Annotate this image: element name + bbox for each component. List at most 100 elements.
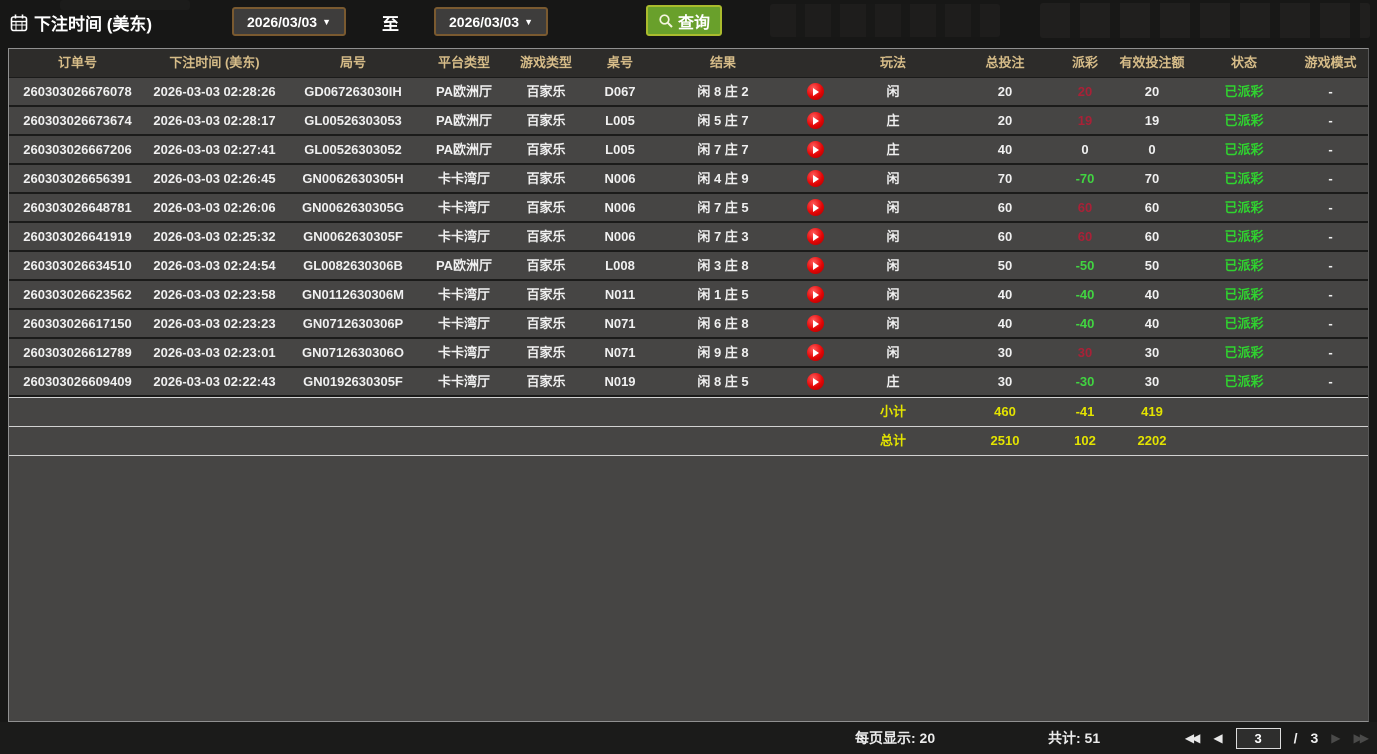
- search-icon: [659, 13, 673, 28]
- cell-total-bet: 40: [997, 287, 1013, 302]
- play-triangle-icon: [813, 261, 819, 270]
- table-row: 260303026617150 2026-03-03 02:23:23 GN07…: [9, 310, 1368, 339]
- cell-bet-time: 2026-03-03 02:28:26: [153, 84, 276, 99]
- prev-page-button[interactable]: ◀: [1213, 731, 1222, 745]
- cell-total-bet: 40: [997, 142, 1013, 157]
- replay-video-icon[interactable]: [806, 83, 824, 100]
- filter-bar: 下注时间 (美东) 2026/03/03 ▼ 至 2026/03/03 ▼ 查询: [0, 0, 1377, 46]
- cell-result: 闲 1 庄 5: [697, 287, 749, 302]
- cell-play: 闲: [886, 316, 900, 331]
- cell-bet-time: 2026-03-03 02:22:43: [153, 374, 276, 389]
- cell-platform: 卡卡湾厅: [437, 374, 490, 389]
- play-triangle-icon: [813, 348, 819, 357]
- date-from-select[interactable]: 2026/03/03 ▼: [232, 7, 346, 36]
- cell-table-no: N071: [604, 345, 636, 360]
- replay-video-icon[interactable]: [806, 112, 824, 129]
- cell-game-type: 百家乐: [526, 258, 566, 273]
- cell-replay: [793, 136, 837, 163]
- cell-order-id: 260303026673674: [23, 113, 132, 128]
- pager-controls: ◀◀ ◀ / 3 ▶ ▶▶: [1185, 722, 1369, 754]
- table-row: 260303026612789 2026-03-03 02:23:01 GN07…: [9, 339, 1368, 368]
- cell-table-no: L008: [605, 258, 635, 273]
- cell-bet-time: 2026-03-03 02:24:54: [153, 258, 276, 273]
- cell-status: 已派彩: [1224, 345, 1264, 360]
- cell-platform: 卡卡湾厅: [437, 171, 490, 186]
- records-table: 订单号 下注时间 (美东) 局号 平台类型 游戏类型 桌号 结果 玩法 总投注 …: [8, 48, 1369, 722]
- cell-round-id: GN0712630306P: [302, 316, 404, 331]
- bet-time-label-text: 下注时间 (美东): [34, 15, 153, 34]
- cell-total-bet: 60: [997, 229, 1013, 244]
- play-triangle-icon: [813, 145, 819, 154]
- cell-round-id: GN0112630306M: [302, 287, 404, 302]
- cell-valid-bet: 40: [1144, 287, 1160, 302]
- cell-game-type: 百家乐: [526, 229, 566, 244]
- date-to-value: 2026/03/03: [449, 13, 520, 30]
- background-watermark: [1040, 3, 1370, 38]
- cell-order-id: 260303026656391: [23, 171, 132, 186]
- cell-status: 已派彩: [1224, 200, 1264, 215]
- cell-replay: [793, 339, 837, 366]
- col-header-total-bet: 总投注: [985, 55, 1025, 70]
- current-page-input[interactable]: [1235, 727, 1281, 749]
- cell-table-no: N071: [604, 316, 636, 331]
- cell-order-id: 260303026648781: [23, 200, 132, 215]
- cell-game-mode: -: [1328, 113, 1333, 128]
- cell-game-mode: -: [1328, 287, 1333, 302]
- cell-table-no: L005: [605, 113, 635, 128]
- replay-video-icon[interactable]: [806, 228, 824, 245]
- grand-total-total-bet: 2510: [990, 433, 1020, 448]
- cell-platform: 卡卡湾厅: [437, 345, 490, 360]
- first-page-button[interactable]: ◀◀: [1184, 731, 1201, 745]
- cell-game-mode: -: [1328, 374, 1333, 389]
- cell-order-id: 260303026641919: [23, 229, 132, 244]
- cell-game-type: 百家乐: [526, 316, 566, 331]
- grand-total-row: 总计 2510 102 2202: [9, 427, 1368, 456]
- pagination-bar: 每页显示: 20 共计: 51 ◀◀ ◀ / 3 ▶ ▶▶: [0, 722, 1377, 754]
- cell-round-id: GN0192630305F: [303, 374, 403, 389]
- cell-round-id: GD067263030IH: [304, 84, 402, 99]
- replay-video-icon[interactable]: [806, 257, 824, 274]
- replay-video-icon[interactable]: [806, 315, 824, 332]
- date-to-select[interactable]: 2026/03/03 ▼: [434, 7, 548, 36]
- col-header-result: 结果: [709, 55, 736, 70]
- cell-round-id: GN0062630305G: [302, 200, 404, 215]
- replay-video-icon[interactable]: [806, 373, 824, 390]
- cell-result: 闲 7 庄 3: [697, 229, 749, 244]
- cell-play: 闲: [886, 229, 900, 244]
- cell-bet-time: 2026-03-03 02:28:17: [153, 113, 276, 128]
- replay-video-icon[interactable]: [806, 141, 824, 158]
- search-button[interactable]: 查询: [646, 5, 723, 36]
- next-page-button[interactable]: ▶: [1331, 731, 1340, 745]
- cell-order-id: 260303026617150: [23, 316, 132, 331]
- replay-video-icon[interactable]: [806, 344, 824, 361]
- replay-video-icon[interactable]: [806, 286, 824, 303]
- col-header-replay: [793, 49, 837, 77]
- cell-game-type: 百家乐: [526, 200, 566, 215]
- background-watermark: [60, 0, 190, 10]
- grand-total-valid-bet: 2202: [1137, 433, 1167, 448]
- cell-status: 已派彩: [1224, 374, 1264, 389]
- play-triangle-icon: [813, 377, 819, 386]
- cell-play: 闲: [886, 171, 900, 186]
- last-page-button[interactable]: ▶▶: [1353, 731, 1370, 745]
- col-header-game-type: 游戏类型: [519, 55, 572, 70]
- search-button-label: 查询: [678, 14, 711, 32]
- cell-valid-bet: 50: [1144, 258, 1160, 273]
- cell-game-type: 百家乐: [526, 84, 566, 99]
- cell-status: 已派彩: [1224, 171, 1264, 186]
- cell-play: 闲: [886, 287, 900, 302]
- replay-video-icon[interactable]: [806, 199, 824, 216]
- cell-table-no: D067: [604, 84, 636, 99]
- table-row: 260303026648781 2026-03-03 02:26:06 GN00…: [9, 194, 1368, 223]
- play-triangle-icon: [813, 87, 819, 96]
- cell-platform: 卡卡湾厅: [437, 200, 490, 215]
- cell-game-mode: -: [1328, 229, 1333, 244]
- table-row: 260303026609409 2026-03-03 02:22:43 GN01…: [9, 368, 1368, 397]
- cell-game-mode: -: [1328, 171, 1333, 186]
- col-header-valid-bet: 有效投注额: [1119, 55, 1185, 70]
- replay-video-icon[interactable]: [806, 170, 824, 187]
- cell-total-bet: 30: [997, 374, 1013, 389]
- cell-payout: 60: [1077, 200, 1093, 215]
- date-from-value: 2026/03/03: [247, 13, 318, 30]
- cell-table-no: N006: [604, 229, 636, 244]
